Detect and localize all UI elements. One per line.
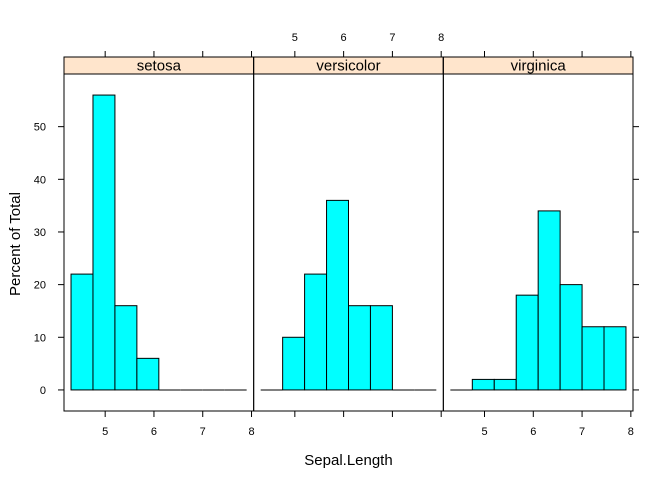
x-tick-label-setosa-6: 6	[151, 426, 157, 438]
x-tick-label-versicolor-6: 6	[341, 32, 347, 44]
bar-setosa-2	[114, 305, 138, 391]
y-axis-title: Percent of Total	[7, 192, 24, 296]
strip-label-versicolor: versicolor	[316, 58, 380, 75]
panel-border-virginica	[442, 56, 634, 412]
y-tick-label-40: 40	[34, 174, 46, 186]
bar-virginica-6	[581, 326, 605, 391]
bar-setosa-0	[70, 273, 94, 391]
bar-virginica-2	[493, 378, 517, 391]
x-tick-label-virginica-5: 5	[481, 426, 487, 438]
panel-versicolor: versicolor 5 6 7 8	[253, 32, 444, 417]
bar-versicolor-1	[282, 336, 306, 391]
bar-versicolor-4	[348, 305, 371, 391]
strip-label-setosa: setosa	[137, 58, 182, 75]
bar-versicolor-5	[369, 305, 393, 391]
x-axis-title: Sepal.Length	[304, 452, 392, 469]
y-tick-label-30: 30	[34, 227, 46, 239]
x-tick-label-setosa-8: 8	[248, 426, 254, 438]
bar-virginica-4	[537, 210, 561, 391]
y-tick-label-0: 0	[40, 385, 46, 397]
x-tick-label-virginica-8: 8	[628, 426, 634, 438]
bar-setosa-3	[136, 357, 160, 391]
bar-versicolor-2	[304, 273, 328, 391]
y-tick-label-20: 20	[34, 280, 46, 292]
panel-setosa: setosa 5 6 7 8	[63, 51, 255, 438]
y-tick-label-10: 10	[34, 332, 46, 344]
bar-virginica-5	[559, 284, 583, 391]
y-tick-label-50: 50	[34, 122, 46, 134]
x-tick-label-setosa-5: 5	[102, 426, 108, 438]
bar-virginica-7	[603, 326, 627, 391]
x-tick-label-virginica-6: 6	[530, 426, 536, 438]
bar-virginica-1	[471, 378, 495, 391]
bar-setosa-1	[92, 94, 116, 391]
x-tick-label-versicolor-7: 7	[389, 32, 395, 44]
strip-label-virginica: virginica	[511, 58, 567, 75]
panel-virginica: virginica 5 6 7 8	[442, 51, 634, 438]
bar-virginica-3	[515, 294, 539, 391]
x-tick-label-versicolor-8: 8	[438, 32, 444, 44]
x-tick-label-setosa-7: 7	[200, 426, 206, 438]
bar-versicolor-3	[326, 199, 350, 391]
axes-layer: 0 10 20 30 40 50	[34, 122, 639, 397]
x-tick-label-virginica-7: 7	[579, 426, 585, 438]
x-tick-label-versicolor-5: 5	[292, 32, 298, 44]
panels-layer: setosa 5 6 7 8 versicolor 5 6 7 8 virginica 5 6 7 8	[63, 32, 634, 438]
